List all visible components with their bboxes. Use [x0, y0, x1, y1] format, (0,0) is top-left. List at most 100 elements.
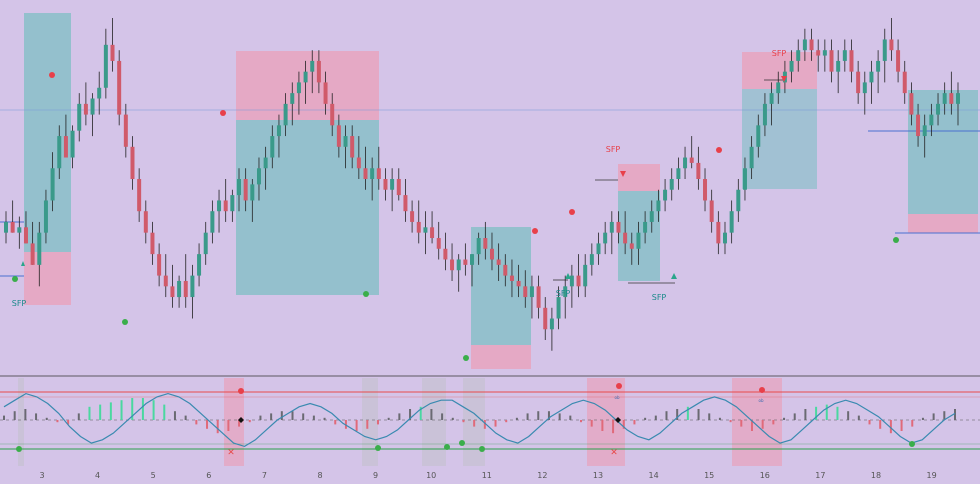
candle-bear	[829, 50, 834, 72]
candle-bull	[263, 157, 268, 169]
x-tick-label: 3	[39, 471, 44, 480]
price-pane: SFP SFP SFP SFP SFP	[0, 13, 980, 369]
osc-bar	[280, 411, 283, 420]
x-tick-label: 19	[927, 471, 937, 480]
osc-bar	[473, 420, 476, 427]
osc-bar	[590, 420, 593, 427]
candle-bear	[323, 82, 328, 104]
candle-bear	[543, 307, 548, 330]
sfp-bear-marker	[781, 76, 787, 82]
osc-diamond	[238, 417, 244, 423]
candle-bear	[183, 280, 188, 298]
candle-bear	[30, 243, 35, 265]
osc-bar	[248, 420, 251, 423]
osc-bar	[13, 411, 16, 420]
osc-bar	[216, 420, 219, 434]
candle-bull	[922, 125, 927, 137]
osc-dot-green	[909, 441, 915, 447]
osc-bar	[954, 409, 956, 420]
osc-bar	[302, 413, 305, 420]
osc-dot-red	[759, 387, 765, 393]
osc-bar	[238, 420, 241, 427]
candle-bull	[103, 44, 108, 88]
candle-bull	[802, 39, 807, 51]
osc-bar	[761, 420, 764, 429]
candle-bear	[902, 71, 907, 94]
osc-bar	[676, 409, 679, 420]
candle-bear	[336, 125, 341, 147]
sl-zone-4	[618, 164, 660, 191]
candle-bear	[463, 259, 468, 265]
candle-bull	[649, 211, 654, 222]
osc-bar	[419, 406, 422, 420]
x-tick-label: 5	[151, 471, 156, 480]
osc-bar	[783, 417, 786, 420]
osc-bar	[355, 420, 358, 431]
osc-bar	[56, 420, 59, 423]
osc-bar	[526, 413, 529, 420]
osc-bar	[612, 420, 615, 434]
candle-bear	[629, 243, 634, 249]
candle-bear	[576, 275, 581, 287]
candle-bull	[676, 168, 681, 179]
candle-bear	[856, 71, 861, 94]
osc-bar	[921, 417, 924, 420]
candle-bull	[742, 168, 747, 190]
candle-bear	[223, 200, 228, 212]
candle-bear	[163, 275, 168, 287]
candle-bull	[822, 50, 827, 56]
osc-bar	[793, 413, 796, 420]
osc-bar	[195, 420, 198, 425]
sl-zone-2	[236, 51, 379, 120]
osc-bar	[815, 406, 818, 420]
osc-bar	[900, 420, 903, 431]
candle-bull	[276, 125, 281, 137]
candle-bull	[230, 195, 235, 212]
osc-bar	[3, 415, 5, 420]
sfp-bull-marker	[565, 273, 571, 279]
osc-bar	[868, 420, 871, 425]
candles	[4, 18, 960, 351]
osc-bar	[387, 417, 390, 420]
swing-high-dot	[220, 110, 226, 116]
candle-bear	[623, 232, 628, 244]
candle-bear	[63, 136, 68, 158]
sfp-label: SFP	[652, 293, 667, 302]
candle-bear	[916, 114, 921, 137]
candle-bull	[569, 275, 574, 287]
osc-highlight	[18, 378, 24, 466]
x-tick-label: 12	[537, 471, 547, 480]
osc-bar	[879, 420, 882, 429]
candle-bull	[556, 297, 561, 319]
candle-bull	[37, 232, 42, 265]
candle-bear	[436, 238, 441, 249]
x-tick-label: 14	[649, 471, 659, 480]
candle-bear	[117, 60, 122, 115]
candle-bull	[210, 211, 215, 233]
sfp-bull-marker	[671, 273, 677, 279]
candle-bull	[776, 82, 781, 94]
candle-bull	[769, 93, 774, 104]
candle-bull	[609, 221, 614, 233]
osc-bar	[451, 417, 454, 420]
candle-bear	[896, 50, 901, 72]
candle-bear	[403, 195, 408, 212]
x-tick-label: 16	[760, 471, 770, 480]
candle-bear	[443, 248, 448, 260]
osc-bar	[88, 406, 91, 420]
candle-bull	[663, 189, 668, 201]
candle-bull	[549, 318, 554, 330]
candle-bull	[756, 125, 761, 147]
candle-bull	[589, 254, 594, 265]
candle-bear	[383, 179, 388, 190]
candle-bear	[316, 60, 321, 83]
osc-bar	[45, 417, 48, 420]
candle-bull	[256, 168, 261, 185]
candle-bear	[509, 275, 514, 281]
osc-dot-green	[16, 446, 22, 452]
swing-high-dot	[532, 228, 538, 234]
candle-bull	[43, 200, 48, 233]
osc-bar	[654, 415, 657, 420]
osc-bar	[665, 411, 668, 420]
candle-bull	[250, 184, 255, 201]
